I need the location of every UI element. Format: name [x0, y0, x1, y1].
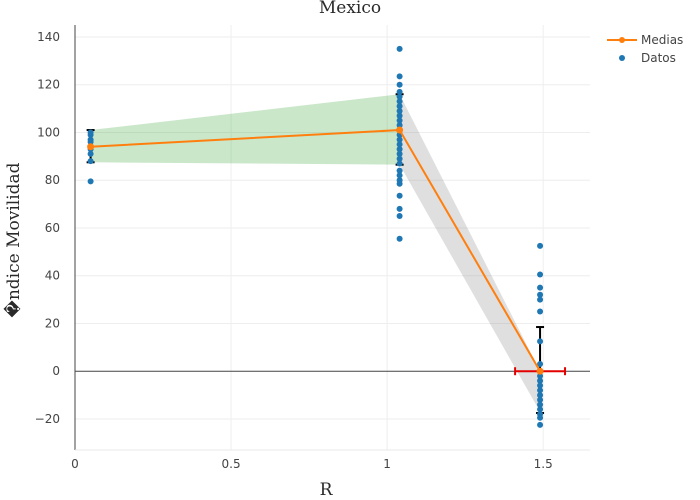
- datos-point-35: [396, 235, 403, 242]
- datos-point-45: [537, 372, 544, 379]
- y-tick-label-5: 80: [45, 173, 60, 187]
- datos-point-55: [537, 421, 544, 428]
- y-tick-labels: −20 0 20 40 60 80 100 120 140: [35, 30, 60, 426]
- x-tick-label-1: 0.5: [222, 457, 241, 471]
- y-tick-label-0: −20: [35, 412, 60, 426]
- datos-point-41: [537, 308, 544, 315]
- y-tick-label-3: 40: [45, 269, 60, 283]
- datos-point-6: [87, 136, 94, 143]
- datos-point-13: [396, 93, 403, 100]
- x-tick-label-2: 1: [383, 457, 391, 471]
- datos-point-18: [396, 117, 403, 124]
- datos-point-39: [537, 291, 544, 298]
- medias-point-1: [396, 126, 404, 134]
- medias-point-2: [536, 367, 544, 375]
- datos-point-40: [537, 296, 544, 303]
- datos-point-54: [537, 414, 544, 421]
- y-tick-label-8: 140: [37, 30, 60, 44]
- datos-point-29: [396, 172, 403, 179]
- axes: [74, 25, 590, 451]
- x-tick-labels: 0 0.5 1 1.5: [71, 457, 553, 471]
- datos-point-14: [396, 98, 403, 105]
- datos-point-10: [396, 73, 403, 80]
- datos-point-0: [87, 178, 94, 185]
- datos-point-52: [537, 406, 544, 413]
- datos-point-37: [537, 271, 544, 278]
- legend: Medias Datos: [607, 33, 683, 65]
- datos-point-48: [537, 387, 544, 394]
- datos-point-38: [537, 284, 544, 291]
- legend-medias-marker: [619, 37, 625, 43]
- medias-series: [87, 126, 544, 375]
- x-tick-label-0: 0: [71, 457, 79, 471]
- datos-point-15: [396, 103, 403, 110]
- datos-point-1: [87, 158, 94, 165]
- datos-point-17: [396, 112, 403, 119]
- datos-point-33: [396, 205, 403, 212]
- datos-point-2: [87, 150, 94, 157]
- datos-point-46: [537, 377, 544, 384]
- datos-point-49: [537, 392, 544, 399]
- datos-point-8: [87, 129, 94, 136]
- y-tick-label-7: 120: [37, 78, 60, 92]
- datos-point-36: [537, 242, 544, 249]
- x-tick-label-3: 1.5: [534, 457, 553, 471]
- datos-point-12: [396, 88, 403, 95]
- datos-point-23: [396, 141, 403, 148]
- datos-point-34: [396, 213, 403, 220]
- datos-point-31: [396, 180, 403, 187]
- datos-point-11: [396, 81, 403, 88]
- datos-point-28: [396, 167, 403, 174]
- datos-point-43: [537, 361, 544, 368]
- chart-title: Mexico: [319, 0, 381, 18]
- datos-point-25: [396, 150, 403, 157]
- y-tick-label-2: 20: [45, 316, 60, 330]
- datos-point-22: [396, 136, 403, 143]
- datos-point-42: [537, 338, 544, 345]
- y-tick-label-6: 100: [37, 125, 60, 139]
- datos-point-16: [396, 107, 403, 114]
- y-axis-title: �ndice Movilidad: [3, 162, 24, 317]
- datos-point-26: [396, 155, 403, 162]
- x-axis-title: R: [320, 480, 334, 500]
- datos-point-50: [537, 396, 544, 403]
- y-tick-label-1: 0: [52, 364, 60, 378]
- datos-point-24: [396, 146, 403, 153]
- legend-datos-marker: [619, 55, 625, 61]
- legend-medias-label: Medias: [641, 33, 683, 47]
- y-tick-label-4: 60: [45, 221, 60, 235]
- grid: [75, 25, 590, 450]
- datos-point-32: [396, 192, 403, 199]
- datos-point-9: [396, 45, 403, 52]
- legend-datos-label: Datos: [641, 51, 676, 65]
- datos-point-51: [537, 401, 544, 408]
- datos-point-27: [396, 160, 403, 167]
- medias-point-0: [87, 143, 95, 151]
- band-1: [399, 94, 541, 412]
- datos-series: [87, 45, 544, 428]
- datos-point-19: [396, 122, 403, 129]
- confidence-bands: [90, 94, 541, 412]
- band-0: [90, 94, 400, 165]
- datos-point-47: [537, 382, 544, 389]
